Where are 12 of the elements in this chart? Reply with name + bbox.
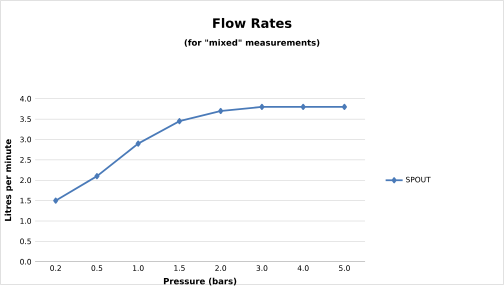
point: [300, 104, 306, 110]
point: [259, 104, 264, 110]
point: [136, 140, 141, 147]
chart-subtitle: (for "mixed" measurements): [184, 39, 320, 47]
point: [218, 108, 224, 114]
point: [53, 198, 58, 204]
point: [176, 118, 182, 124]
x-axis-title: Pressure (bars): [164, 278, 236, 286]
point: [342, 104, 347, 110]
y-axis-title: Litres per minute: [4, 139, 13, 222]
chart-title: Flow Rates: [213, 18, 292, 28]
point: [94, 173, 100, 180]
